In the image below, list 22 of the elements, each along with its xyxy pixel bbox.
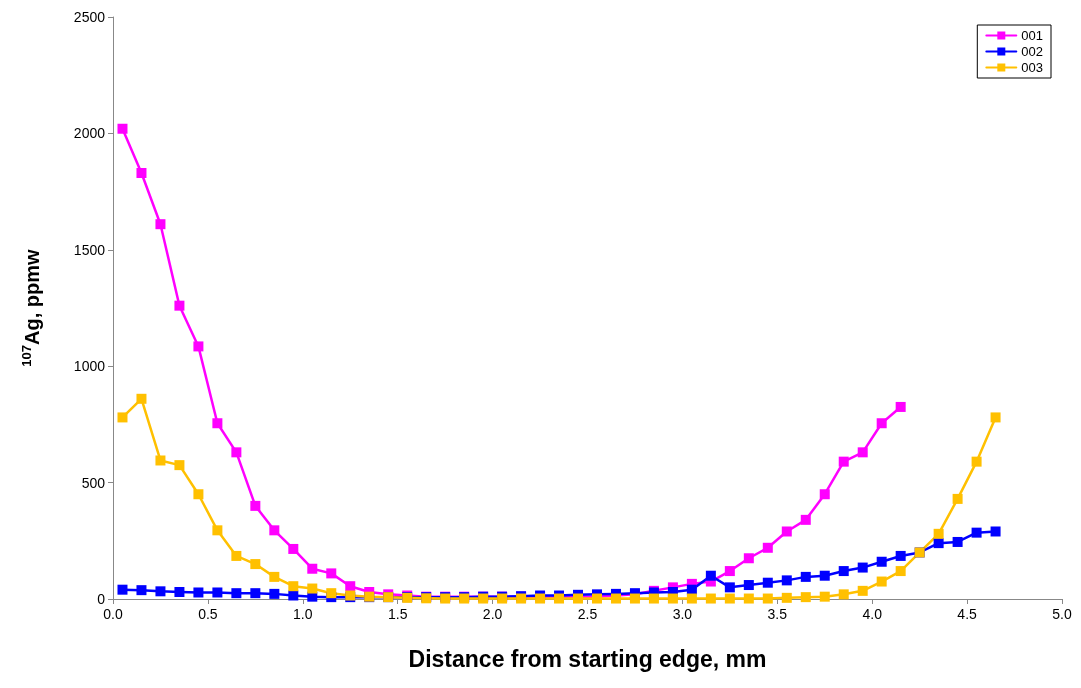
x-tick-label: 1.5 bbox=[387, 606, 408, 622]
y-tick-label: 1000 bbox=[73, 358, 106, 375]
x-tick-label: 3.0 bbox=[672, 606, 693, 622]
legend-label: 002 bbox=[1021, 44, 1044, 59]
y-axis-title: 107Ag, ppmw bbox=[19, 248, 43, 367]
x-axis-title: Distance from starting edge, mm bbox=[408, 645, 767, 672]
y-tick-label: 2000 bbox=[73, 125, 106, 142]
x-tick-label: 0.5 bbox=[198, 606, 218, 622]
x-tick-label: 4.5 bbox=[957, 606, 978, 622]
y-tick-label: 0 bbox=[97, 591, 106, 607]
legend-label: 003 bbox=[1021, 60, 1044, 75]
x-tick-label: 1.0 bbox=[293, 606, 313, 622]
x-tick-label: 4.0 bbox=[862, 606, 883, 622]
x-tick-label: 5.0 bbox=[1052, 606, 1072, 622]
legend-label: 001 bbox=[1021, 28, 1044, 43]
x-tick-label: 2.5 bbox=[577, 606, 598, 622]
y-tick-label: 2500 bbox=[73, 9, 106, 25]
y-tick-label: 500 bbox=[81, 474, 106, 491]
x-tick-label: 2.0 bbox=[482, 606, 503, 622]
x-tick-label: 3.5 bbox=[767, 606, 788, 622]
y-tick-label: 1500 bbox=[73, 241, 106, 258]
x-tick-label: 0.0 bbox=[103, 606, 123, 622]
